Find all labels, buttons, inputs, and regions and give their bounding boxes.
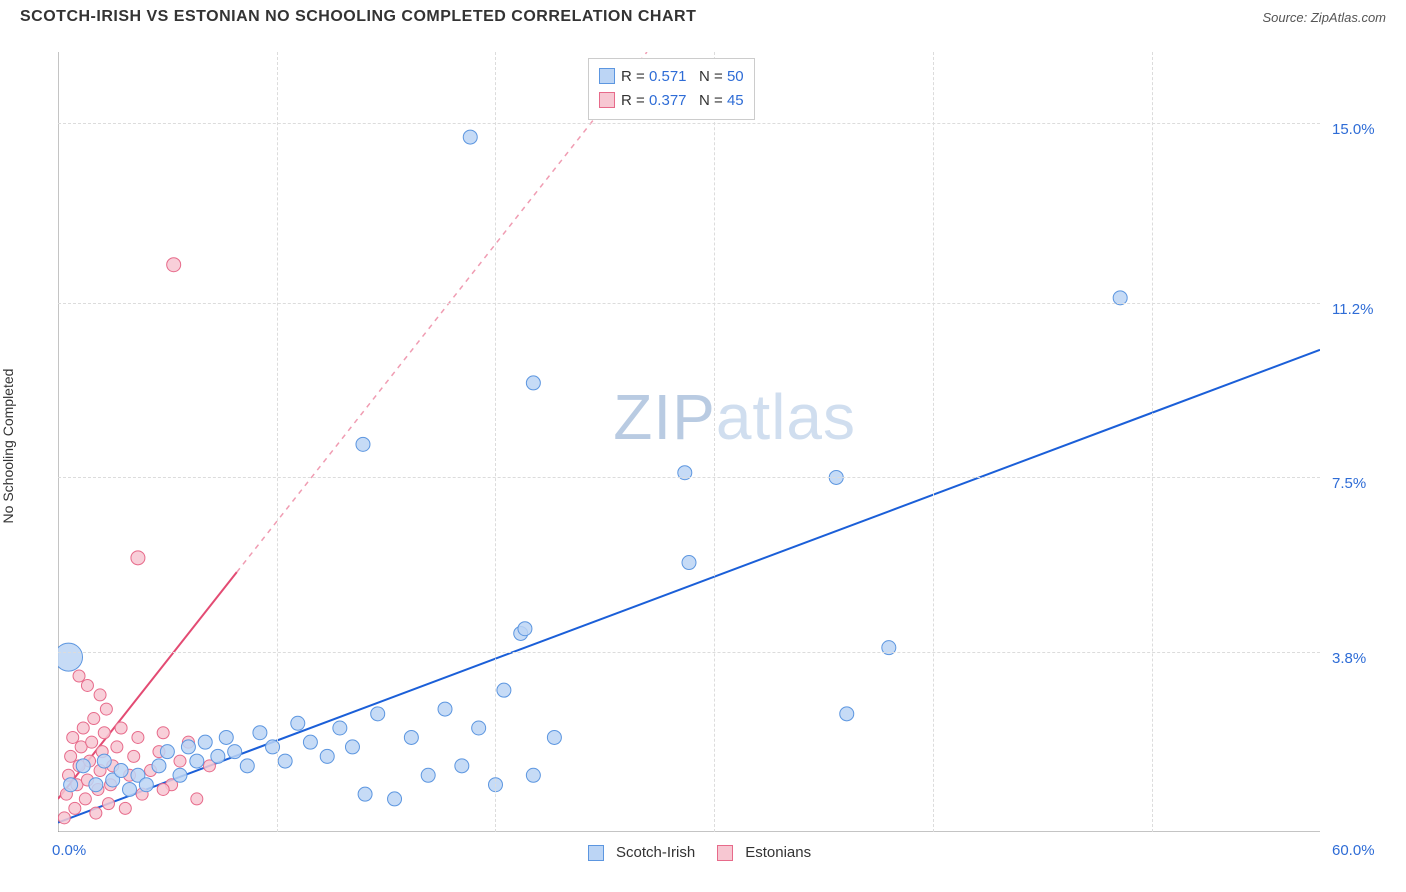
legend-item: Estonians bbox=[717, 844, 811, 861]
legend-item: Scotch-Irish bbox=[588, 844, 695, 861]
chart-title: SCOTCH-IRISH VS ESTONIAN NO SCHOOLING CO… bbox=[20, 8, 696, 26]
legend-row: R = 0.571 N = 50 bbox=[599, 65, 744, 89]
x-tick-label: 0.0% bbox=[52, 842, 86, 859]
y-tick-label: 7.5% bbox=[1332, 475, 1366, 492]
y-axis-label: No Schooling Completed bbox=[0, 369, 16, 524]
legend-row: R = 0.377 N = 45 bbox=[599, 89, 744, 113]
source-label: Source: ZipAtlas.com bbox=[1262, 10, 1386, 25]
correlation-legend: R = 0.571 N = 50R = 0.377 N = 45 bbox=[588, 58, 755, 120]
chart-container: 3.8%7.5%11.2%15.0% 0.0%60.0% ZIPatlas R … bbox=[58, 52, 1320, 832]
y-tick-label: 11.2% bbox=[1332, 301, 1373, 318]
y-tick-label: 15.0% bbox=[1332, 121, 1375, 138]
y-tick-label: 3.8% bbox=[1332, 650, 1366, 667]
series-legend: Scotch-Irish Estonians bbox=[588, 844, 811, 861]
scatter-plot bbox=[58, 52, 1320, 832]
x-tick-label: 60.0% bbox=[1332, 842, 1375, 859]
